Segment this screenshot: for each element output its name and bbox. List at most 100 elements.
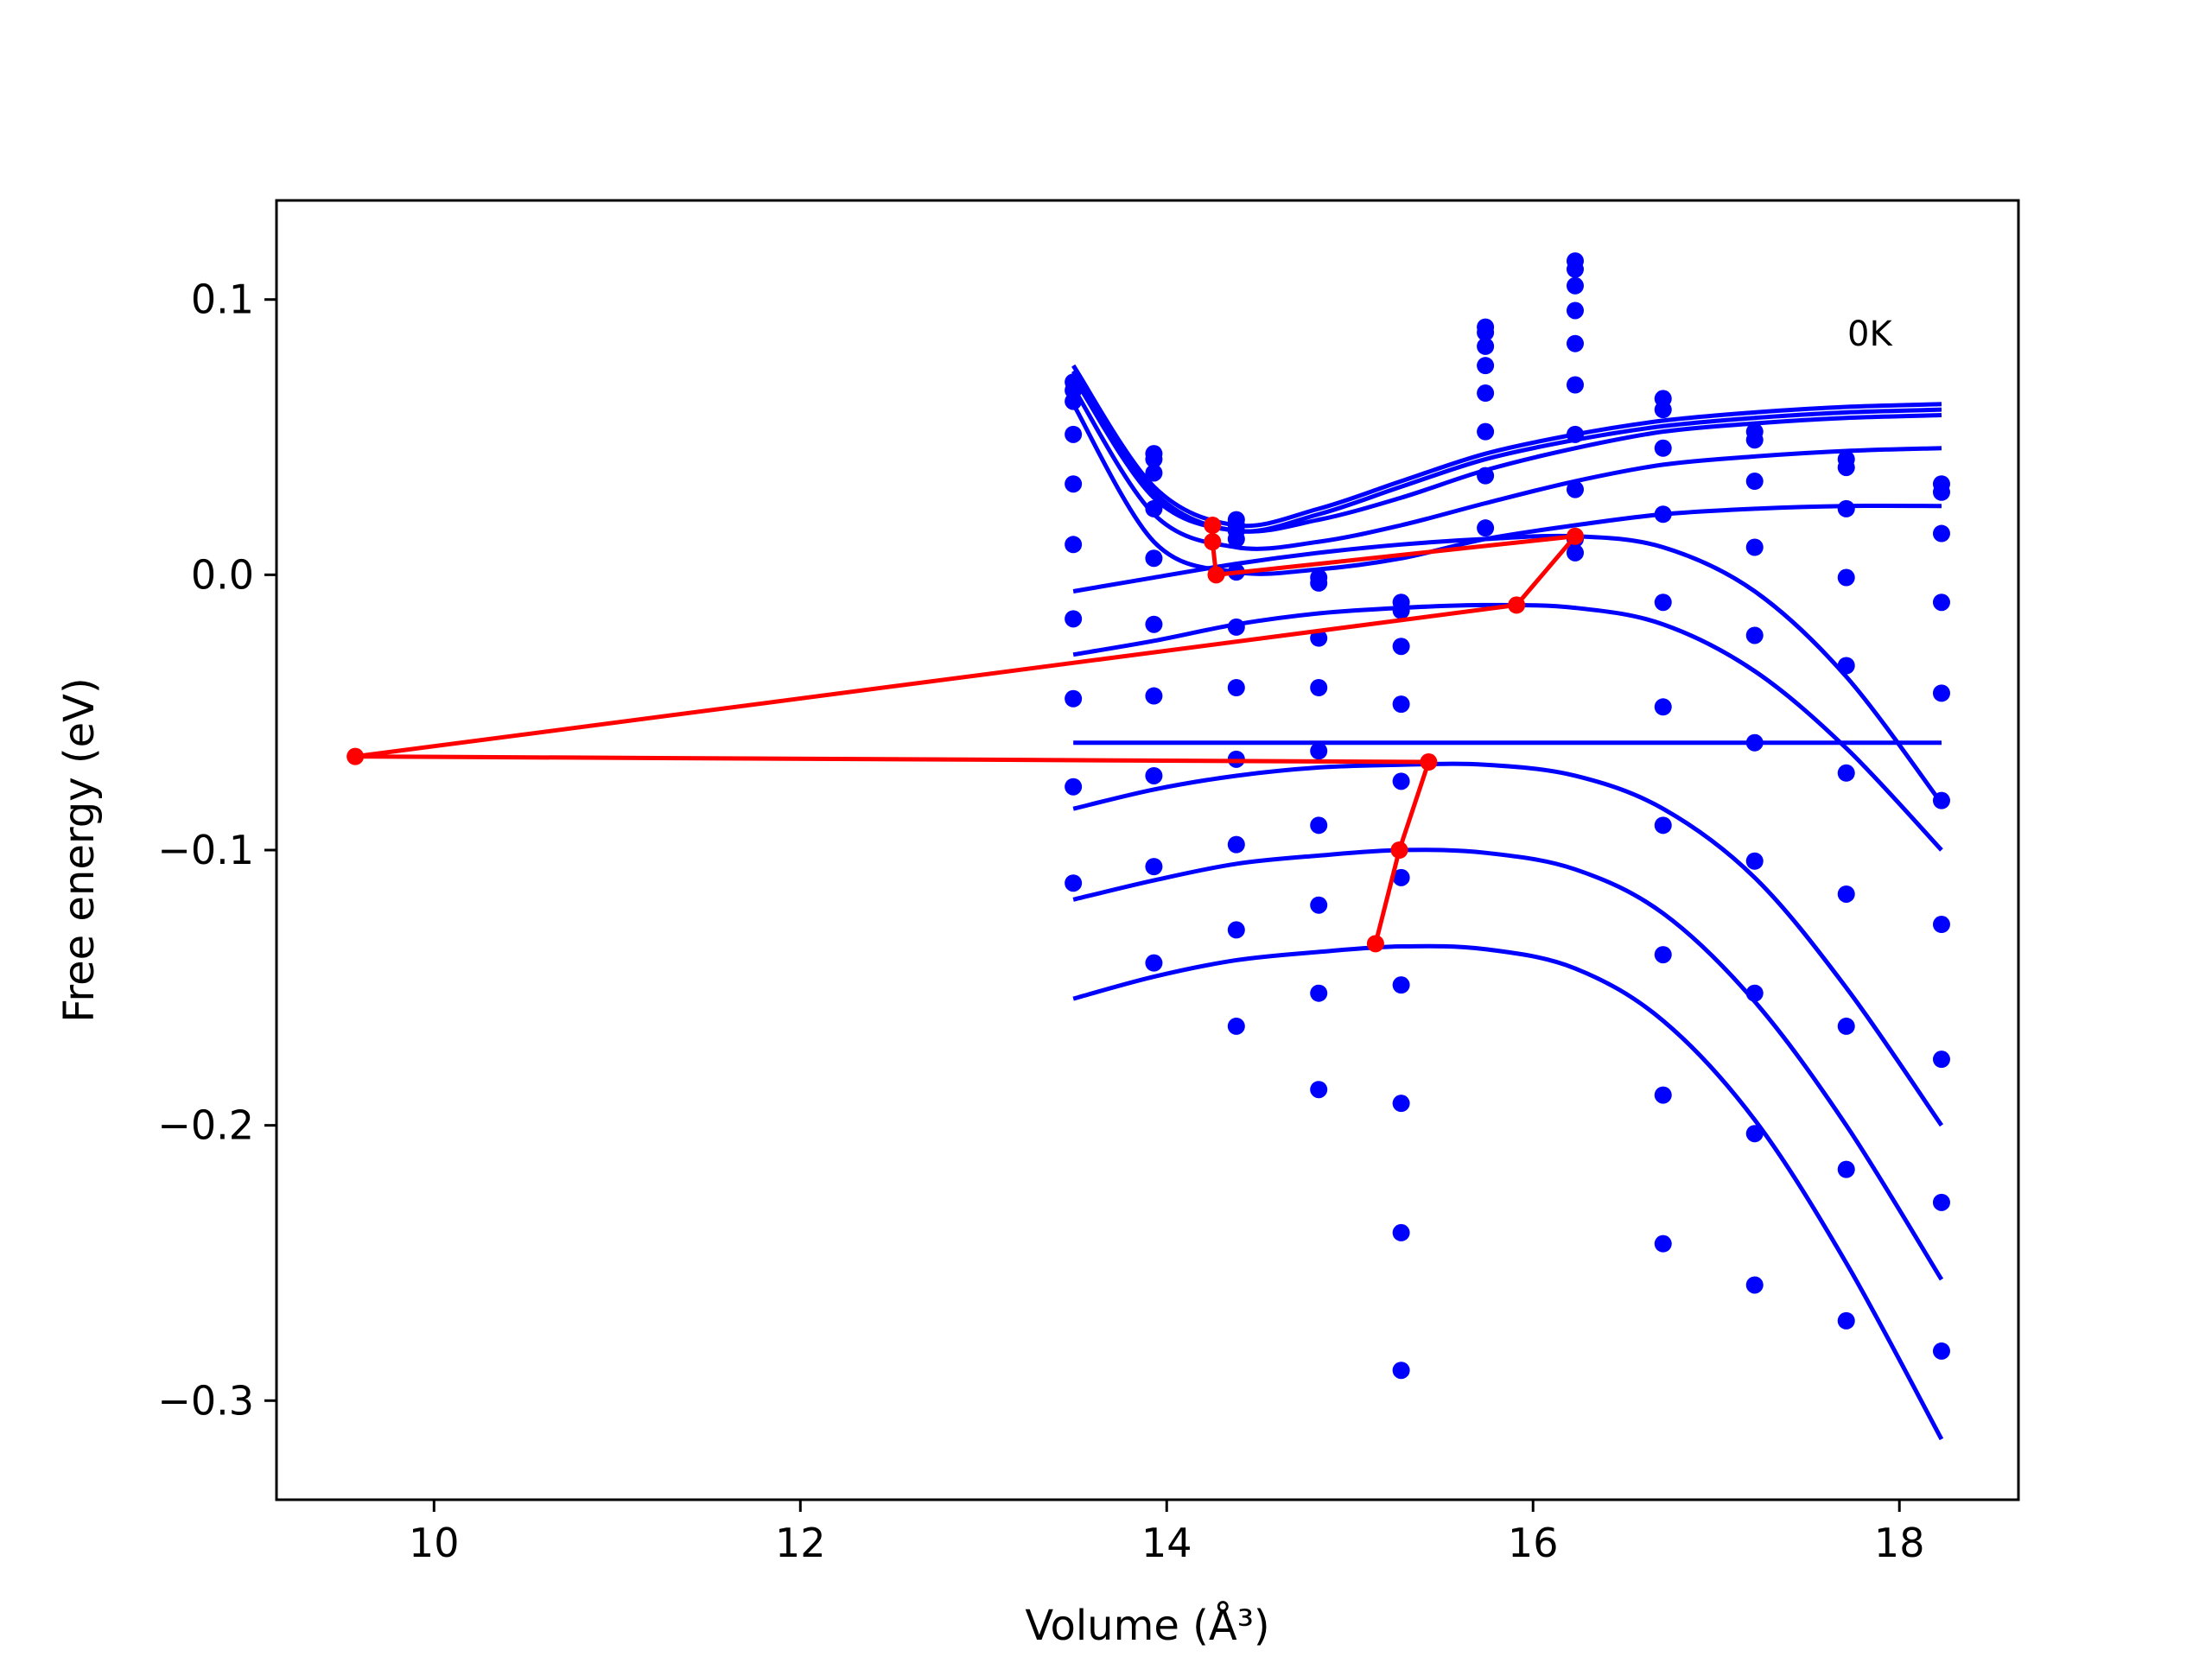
- data-point: [1310, 816, 1328, 835]
- data-point: [1392, 1223, 1410, 1241]
- min-path-point: [1420, 753, 1438, 771]
- data-point: [1310, 1081, 1328, 1099]
- data-point: [1310, 679, 1328, 696]
- y-axis-label: Free energy (eV): [55, 677, 104, 1022]
- data-point: [1392, 868, 1410, 886]
- x-axis-ticks: 10 12 14 16 18: [409, 1500, 1924, 1566]
- data-point: [1932, 593, 1950, 612]
- data-point: [1654, 401, 1672, 419]
- y-tick-label: 0.0: [191, 551, 254, 598]
- data-point: [1566, 334, 1584, 352]
- data-point: [1477, 467, 1495, 485]
- data-point: [1932, 791, 1950, 809]
- path-layer: [346, 517, 1584, 953]
- x-tick-label: 14: [1141, 1520, 1192, 1566]
- annotation-label: 0K: [1847, 314, 1893, 354]
- data-point: [1145, 858, 1163, 876]
- data-point: [1065, 610, 1083, 628]
- data-point: [1837, 1017, 1855, 1035]
- min-path-point: [1390, 841, 1408, 859]
- data-point: [1065, 392, 1083, 410]
- data-point: [1654, 1086, 1672, 1104]
- data-point: [1310, 984, 1328, 1002]
- fit-curve-11: [1072, 943, 1944, 1441]
- fit-curve-2: [1071, 370, 1942, 534]
- data-point: [1392, 976, 1410, 994]
- data-point: [1837, 459, 1855, 477]
- data-point: [1065, 778, 1083, 796]
- min-path-point: [1204, 533, 1222, 551]
- data-point: [1745, 984, 1764, 1002]
- data-point: [1145, 450, 1163, 468]
- data-point: [1477, 384, 1495, 403]
- fit-curve-4: [1071, 386, 1942, 551]
- data-point: [1745, 852, 1764, 870]
- data-point: [1837, 885, 1855, 903]
- data-point: [1227, 618, 1245, 636]
- data-point: [1392, 695, 1410, 714]
- data-point: [1654, 698, 1672, 716]
- data-point: [1145, 766, 1163, 784]
- data-point: [1654, 1235, 1672, 1253]
- data-point: [1566, 276, 1584, 295]
- data-point: [1837, 1311, 1855, 1330]
- min-path-point: [1204, 517, 1222, 534]
- data-point: [1654, 816, 1672, 835]
- y-tick-label: −0.2: [157, 1102, 254, 1149]
- data-point: [1745, 431, 1764, 449]
- data-point: [1310, 742, 1328, 760]
- data-point: [1566, 543, 1584, 562]
- data-point: [1065, 425, 1083, 443]
- data-point: [1392, 772, 1410, 790]
- x-axis-label: Volume (Å³): [1025, 1601, 1269, 1650]
- fit-curve-1: [1071, 364, 1942, 529]
- data-point: [1745, 626, 1764, 644]
- data-point: [1837, 1160, 1855, 1178]
- data-point: [1392, 638, 1410, 656]
- data-point: [1477, 519, 1495, 537]
- data-point: [1310, 574, 1328, 592]
- data-point: [1654, 505, 1672, 524]
- data-point: [1065, 475, 1083, 493]
- data-point: [1477, 357, 1495, 375]
- data-point: [1932, 1050, 1950, 1069]
- data-point: [1392, 1095, 1410, 1113]
- data-point: [1745, 538, 1764, 556]
- data-point: [1932, 524, 1950, 543]
- data-point: [1932, 1342, 1950, 1360]
- data-point: [1566, 480, 1584, 498]
- y-tick-label: −0.1: [157, 827, 254, 873]
- points-layer: [1065, 252, 1950, 1380]
- data-point: [1145, 615, 1163, 633]
- y-axis-ticks: 0.1 0.0 −0.1 −0.2 −0.3: [157, 276, 276, 1424]
- data-point: [1566, 301, 1584, 320]
- min-path-point: [1207, 566, 1225, 584]
- min-path-point: [346, 747, 365, 765]
- data-point: [1745, 733, 1764, 752]
- data-point: [1227, 835, 1245, 854]
- x-tick-label: 18: [1874, 1520, 1925, 1566]
- data-point: [1654, 593, 1672, 612]
- data-point: [1392, 1362, 1410, 1380]
- data-point: [1145, 499, 1163, 517]
- x-tick-label: 10: [409, 1520, 460, 1566]
- data-point: [1145, 464, 1163, 482]
- min-path-point: [1566, 527, 1584, 545]
- data-point: [1065, 689, 1083, 708]
- x-tick-label: 12: [775, 1520, 826, 1566]
- data-point: [1745, 1276, 1764, 1294]
- x-tick-label: 16: [1508, 1520, 1559, 1566]
- data-point: [1837, 499, 1855, 517]
- data-point: [1310, 629, 1328, 647]
- fit-curve-9: [1072, 761, 1944, 1127]
- data-point: [1745, 473, 1764, 491]
- fit-curve-10: [1072, 847, 1944, 1281]
- data-point: [1477, 422, 1495, 441]
- data-point: [1932, 916, 1950, 934]
- plot-area: [276, 200, 2018, 1500]
- y-tick-label: −0.3: [157, 1377, 254, 1424]
- data-point: [1837, 657, 1855, 675]
- data-point: [1477, 337, 1495, 355]
